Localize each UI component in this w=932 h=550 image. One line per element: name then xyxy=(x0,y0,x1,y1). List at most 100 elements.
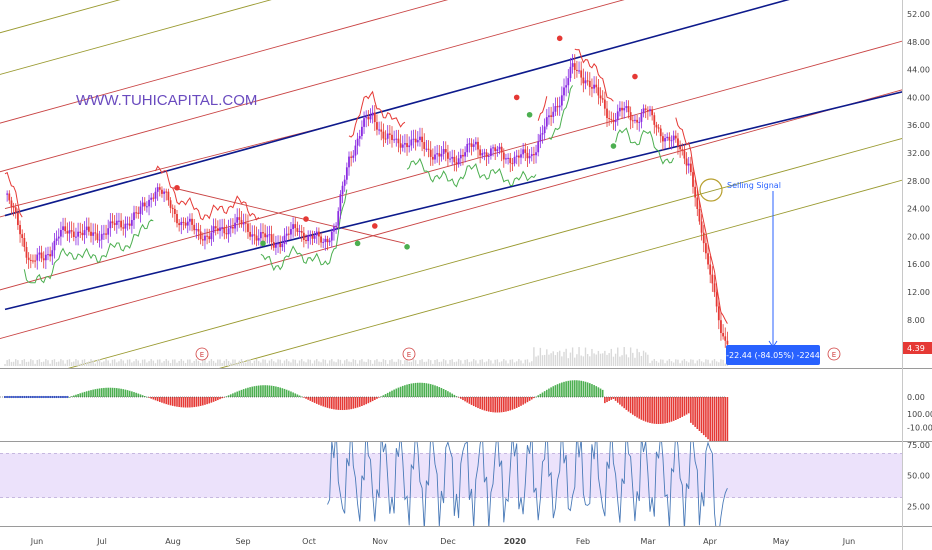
volume-bar xyxy=(64,363,66,366)
osc-bar xyxy=(307,397,309,400)
volume-bar xyxy=(438,361,440,366)
main-pane[interactable] xyxy=(0,0,902,368)
candle-body xyxy=(126,223,129,225)
volume-bar xyxy=(98,359,101,366)
volume-bar xyxy=(210,359,213,366)
volume-bar xyxy=(251,363,253,366)
price-tick-label: 44.00 xyxy=(907,66,930,75)
volume-bar xyxy=(533,347,535,366)
osc-bar xyxy=(159,397,161,402)
oscillator-pane[interactable] xyxy=(0,369,902,441)
candle-body xyxy=(341,185,344,195)
volume-bar xyxy=(496,359,499,366)
osc-bar xyxy=(234,392,236,397)
candle-body xyxy=(264,233,267,238)
candle-body xyxy=(100,233,103,240)
osc-dot xyxy=(10,395,13,399)
osc-bar xyxy=(705,397,707,438)
volume-bar xyxy=(238,360,241,366)
volume-bar xyxy=(430,360,432,366)
candle-body xyxy=(201,239,204,241)
osc-bar xyxy=(105,387,107,397)
volume-bar xyxy=(479,359,481,366)
candle-body xyxy=(576,69,578,71)
osc-bar xyxy=(672,397,675,421)
volume-bar xyxy=(253,360,256,366)
osc-bar xyxy=(294,393,297,397)
candle-body xyxy=(105,233,107,235)
candle-body xyxy=(367,117,370,120)
osc-bar xyxy=(455,396,458,397)
candle-body xyxy=(356,138,359,146)
osc-dot xyxy=(14,395,17,399)
candle-body xyxy=(619,107,621,112)
candle-body xyxy=(391,134,393,141)
volume-bar xyxy=(66,359,69,366)
osc-bar xyxy=(354,397,357,409)
candlestick-series[interactable] xyxy=(6,54,729,354)
sell-signal-dot xyxy=(372,223,378,229)
candle-body xyxy=(591,87,593,89)
osc-bar xyxy=(397,387,400,397)
osc-bar xyxy=(518,397,520,407)
candle-body xyxy=(606,108,608,119)
last-price-badge xyxy=(903,342,932,354)
osc-bar xyxy=(315,397,318,404)
volume-bar xyxy=(586,353,589,366)
volume-bar xyxy=(305,362,307,366)
candle-body xyxy=(337,211,340,226)
volume-bar xyxy=(451,359,453,366)
earnings-marker[interactable]: E xyxy=(402,347,416,361)
candle-body xyxy=(494,147,497,152)
osc-bar xyxy=(595,386,598,397)
osc-bar xyxy=(586,382,589,397)
volume-bar xyxy=(206,362,208,366)
volume-bar xyxy=(150,359,152,366)
volume-bar xyxy=(178,361,180,366)
measure-badge xyxy=(726,345,820,365)
osc-bar xyxy=(232,393,234,397)
osc-bar xyxy=(352,397,355,409)
volume-bar xyxy=(537,355,539,366)
candle-body xyxy=(232,226,234,229)
osc-bar xyxy=(449,392,451,397)
volume-bar xyxy=(311,363,314,366)
osc-bar xyxy=(505,397,507,412)
osc-dot xyxy=(38,395,41,399)
earnings-marker[interactable]: E xyxy=(827,347,841,361)
osc-bar xyxy=(464,397,466,402)
volume-bar xyxy=(55,362,58,366)
osc-bar xyxy=(468,397,471,404)
candle-body xyxy=(143,202,146,207)
osc-bar xyxy=(350,397,352,410)
candle-body xyxy=(573,63,576,70)
candle-body xyxy=(320,236,322,243)
volume-bar xyxy=(595,354,597,366)
candle-body xyxy=(434,154,436,160)
volume-bar xyxy=(391,359,393,366)
volume-bar xyxy=(169,363,172,366)
osc-bar xyxy=(558,383,561,397)
volume-bar xyxy=(404,360,406,366)
earnings-marker[interactable]: E xyxy=(195,347,209,361)
price-tick-label: 24.00 xyxy=(907,205,930,214)
volume-bar xyxy=(653,359,655,366)
candle-body xyxy=(511,163,514,165)
osc-bar xyxy=(412,383,415,397)
osc-bar xyxy=(567,380,570,397)
volume-bar xyxy=(296,363,299,366)
candle-body xyxy=(410,139,413,146)
volume-bar xyxy=(462,363,464,366)
volume-bar xyxy=(503,359,505,366)
volume-bar xyxy=(38,359,41,366)
candle-body xyxy=(535,152,537,156)
osc-bar xyxy=(713,397,716,441)
candle-body xyxy=(161,189,163,194)
regression-channel[interactable] xyxy=(4,0,908,311)
osc-bar xyxy=(707,397,709,440)
candle-body xyxy=(154,191,157,199)
candle-body xyxy=(397,138,400,144)
candle-body xyxy=(240,219,243,225)
candle-body xyxy=(655,124,658,128)
